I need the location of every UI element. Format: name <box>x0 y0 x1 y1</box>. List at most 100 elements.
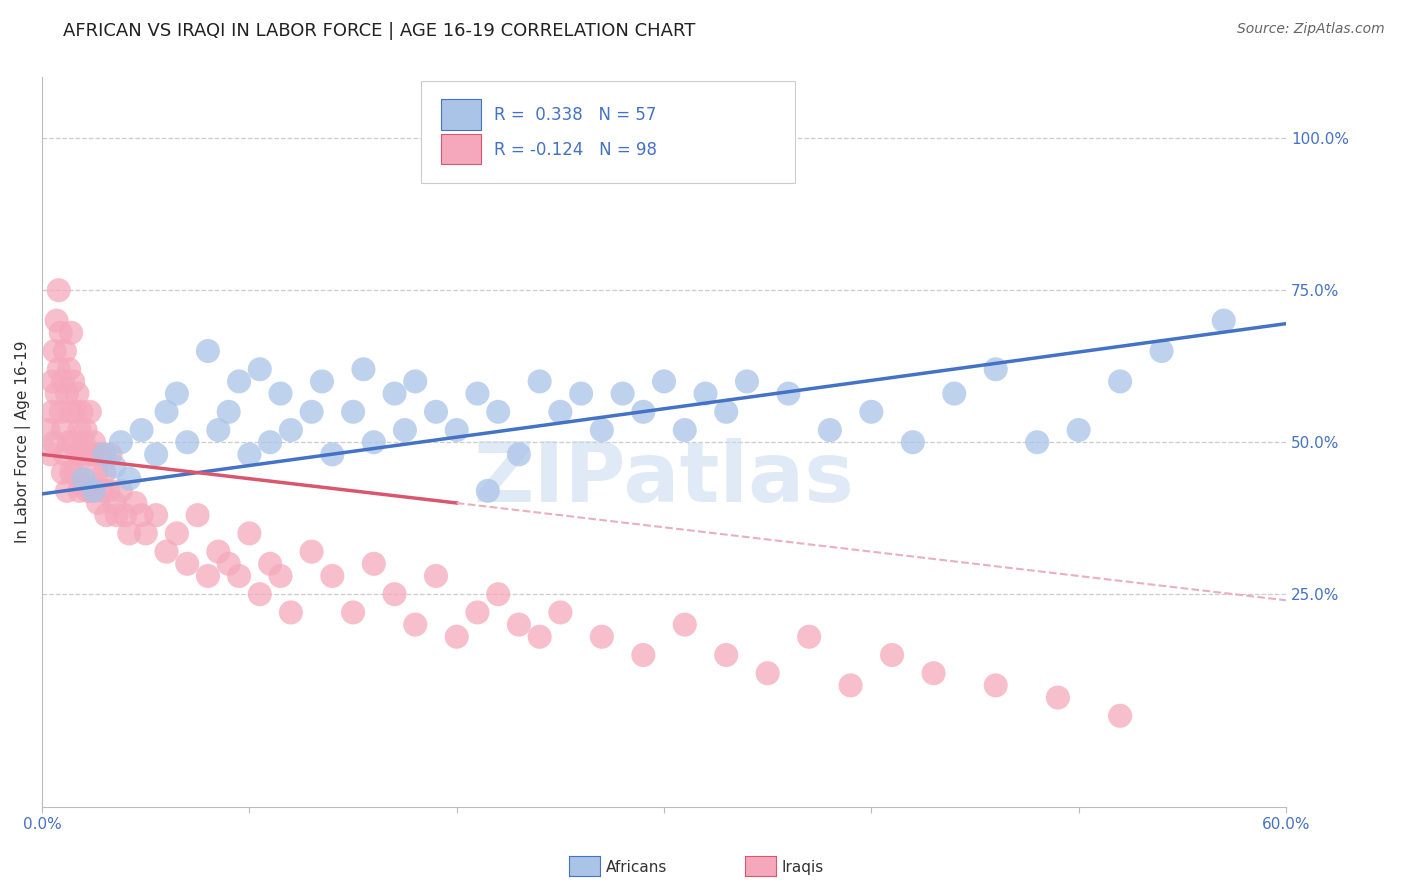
Point <box>131 423 153 437</box>
Point <box>716 648 738 662</box>
Point <box>72 472 94 486</box>
Point <box>37 423 59 437</box>
Point <box>218 405 240 419</box>
Point <box>486 587 509 601</box>
Point <box>901 435 924 450</box>
Point <box>508 617 530 632</box>
Point <box>124 496 146 510</box>
Point <box>67 423 90 437</box>
Point <box>110 483 132 498</box>
Point <box>207 544 229 558</box>
Point <box>70 447 93 461</box>
Point <box>259 557 281 571</box>
Point <box>363 435 385 450</box>
Point <box>58 362 80 376</box>
Point <box>695 386 717 401</box>
Point <box>1109 375 1132 389</box>
Point <box>66 386 89 401</box>
Point <box>44 435 66 450</box>
Point <box>384 587 406 601</box>
Point <box>1150 344 1173 359</box>
Point <box>87 496 110 510</box>
Point <box>49 326 72 340</box>
Point <box>238 447 260 461</box>
Point <box>321 569 343 583</box>
Point <box>145 447 167 461</box>
Point <box>41 375 63 389</box>
Point <box>104 496 127 510</box>
Point <box>508 447 530 461</box>
Point <box>83 435 105 450</box>
Point <box>118 526 141 541</box>
Point <box>97 483 120 498</box>
Text: Africans: Africans <box>606 861 668 875</box>
Point <box>238 526 260 541</box>
Point <box>860 405 883 419</box>
Point <box>79 405 101 419</box>
Point <box>56 483 79 498</box>
Point <box>529 630 551 644</box>
Point <box>176 557 198 571</box>
Point <box>342 405 364 419</box>
Point <box>404 617 426 632</box>
Point <box>110 435 132 450</box>
Point <box>45 313 67 327</box>
Point <box>735 375 758 389</box>
Point <box>591 630 613 644</box>
Y-axis label: In Labor Force | Age 16-19: In Labor Force | Age 16-19 <box>15 341 31 543</box>
Point <box>839 678 862 692</box>
Point <box>166 526 188 541</box>
Point <box>166 386 188 401</box>
Point <box>176 435 198 450</box>
Point <box>228 569 250 583</box>
Point <box>75 423 97 437</box>
Point <box>65 466 87 480</box>
Point <box>93 466 115 480</box>
Point <box>1067 423 1090 437</box>
Point <box>197 344 219 359</box>
Point <box>301 544 323 558</box>
Point <box>72 435 94 450</box>
Point <box>83 483 105 498</box>
Point <box>52 375 75 389</box>
Point <box>60 405 83 419</box>
Text: R =  0.338   N = 57: R = 0.338 N = 57 <box>494 106 657 124</box>
Point <box>72 477 94 491</box>
Point <box>67 483 90 498</box>
Point <box>197 569 219 583</box>
Point <box>218 557 240 571</box>
Point <box>70 405 93 419</box>
Point <box>76 483 98 498</box>
Point <box>53 344 76 359</box>
Point <box>58 435 80 450</box>
Point <box>56 386 79 401</box>
Point <box>80 447 103 461</box>
Point <box>778 386 800 401</box>
Point <box>569 386 592 401</box>
Point <box>53 447 76 461</box>
Point <box>49 405 72 419</box>
Point <box>467 386 489 401</box>
Point <box>89 447 111 461</box>
Point <box>131 508 153 523</box>
Point <box>135 526 157 541</box>
Point <box>477 483 499 498</box>
Point <box>41 405 63 419</box>
Point <box>301 405 323 419</box>
Point <box>91 483 114 498</box>
Point <box>818 423 841 437</box>
Point <box>280 423 302 437</box>
Point <box>352 362 374 376</box>
Point <box>984 362 1007 376</box>
Point <box>446 630 468 644</box>
Point <box>280 606 302 620</box>
Point <box>467 606 489 620</box>
Point <box>155 544 177 558</box>
FancyBboxPatch shape <box>422 81 794 183</box>
Point <box>145 508 167 523</box>
Point <box>96 508 118 523</box>
Point <box>65 405 87 419</box>
Point <box>249 587 271 601</box>
Text: Iraqis: Iraqis <box>782 861 824 875</box>
Point <box>76 447 98 461</box>
